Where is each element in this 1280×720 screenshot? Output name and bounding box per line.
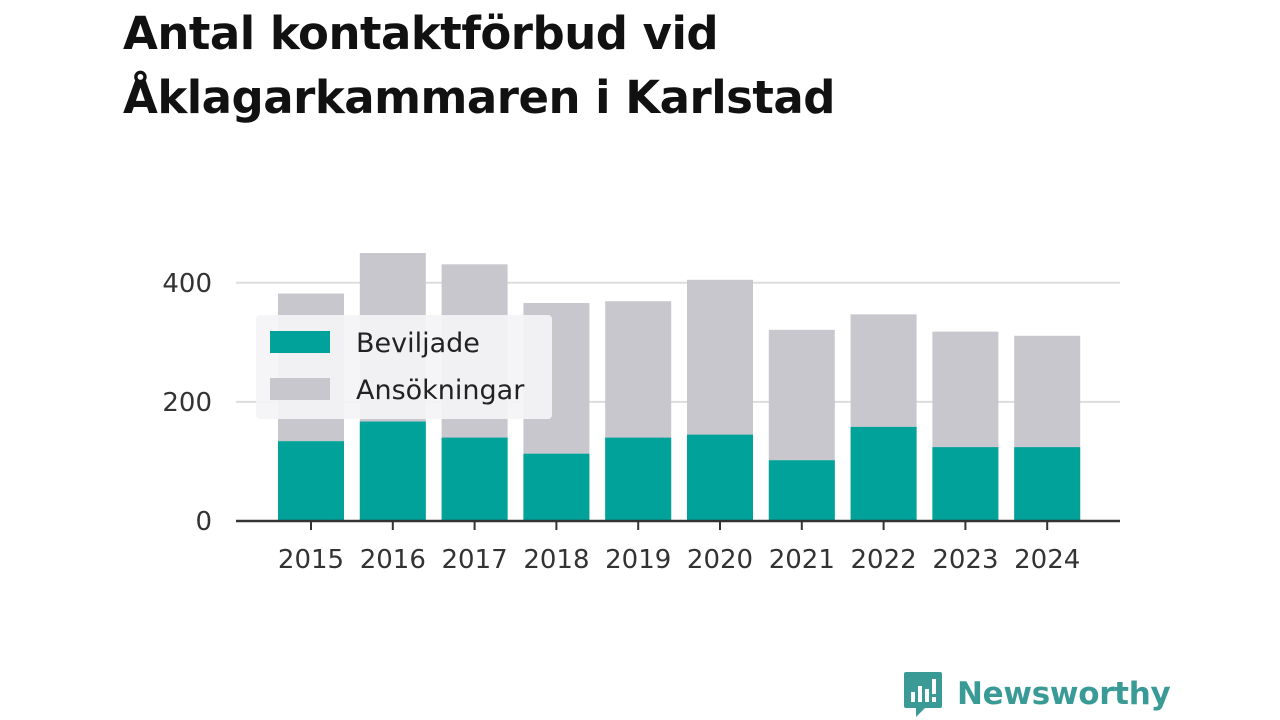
newsworthy-logo-icon	[904, 672, 942, 717]
x-tick-label: 2016	[360, 545, 426, 575]
brand-logo: Newsworthy	[903, 670, 1171, 718]
legend-swatch-beviljade	[270, 331, 330, 353]
legend: Beviljade Ansökningar	[256, 315, 552, 419]
x-tick-label: 2020	[687, 545, 753, 575]
bar-beviljade-2021	[768, 460, 835, 521]
bar-beviljade-2020	[687, 434, 753, 521]
bar-beviljade-2016	[359, 421, 426, 521]
bar-beviljade-2023	[932, 447, 999, 521]
bar-beviljade-2018	[523, 453, 590, 521]
x-tick-label: 2022	[851, 545, 917, 575]
axes: 0 200 400 2015 2016 2017 2018 2019 2020 2021 2022 2…	[162, 269, 1120, 575]
y-tick-label: 400	[162, 269, 212, 299]
x-tick-label: 2021	[769, 545, 835, 575]
chart-title: Antal kontaktförbud vid Åklagarkammaren …	[123, 7, 836, 124]
x-tick-label: 2015	[278, 545, 344, 575]
x-tick-label: 2018	[523, 545, 589, 575]
y-tick-label: 200	[162, 388, 212, 418]
bar-beviljade-2019	[605, 437, 672, 521]
bar-beviljade-2015	[278, 441, 344, 521]
bar-beviljade-2017	[441, 437, 508, 521]
x-tick-label: 2017	[442, 545, 508, 575]
y-tick-label: 0	[195, 507, 212, 537]
legend-label-beviljade: Beviljade	[356, 328, 480, 359]
x-tick-label: 2024	[1014, 545, 1080, 575]
x-tick-label: 2023	[932, 545, 998, 575]
legend-swatch-ansokningar	[270, 378, 330, 400]
bar-beviljade-2022	[850, 426, 917, 521]
legend-label-ansokningar: Ansökningar	[356, 375, 525, 406]
bar-beviljade-2024	[1014, 447, 1081, 521]
brand-name: Newsworthy	[957, 676, 1171, 712]
x-tick-label: 2019	[605, 545, 671, 575]
